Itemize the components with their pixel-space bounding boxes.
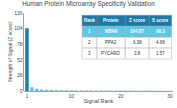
svg-text:10: 10 [69,93,75,99]
svg-text:Human Protein Microarray Speci: Human Protein Microarray Specificity Val… [22,0,155,8]
svg-text:4.68: 4.68 [156,40,165,45]
svg-text:3.8: 3.8 [134,51,141,56]
svg-text:20: 20 [118,93,124,99]
svg-text:6.38: 6.38 [133,40,142,45]
svg-text:104: 104 [14,25,23,31]
svg-text:98.3: 98.3 [156,29,165,34]
svg-text:0: 0 [20,88,23,94]
svg-text:3: 3 [88,51,91,56]
svg-text:S score: S score [152,18,169,23]
svg-text:Z score: Z score [129,18,146,23]
svg-text:PPA2: PPA2 [105,40,117,45]
svg-text:130: 130 [14,10,23,16]
svg-text:1: 1 [26,93,29,99]
svg-text:2: 2 [88,40,91,45]
svg-text:MSH6: MSH6 [105,29,118,34]
svg-text:26: 26 [17,72,23,78]
svg-text:Rank: Rank [84,18,96,23]
svg-text:104.67: 104.67 [130,29,144,34]
svg-text:Protein: Protein [103,18,119,23]
svg-text:1: 1 [88,29,91,34]
svg-text:Strength of Signal (Z score): Strength of Signal (Z score) [7,21,13,82]
svg-text:78: 78 [17,41,23,47]
svg-text:52: 52 [17,57,23,63]
svg-text:Signal Rank: Signal Rank [84,98,114,104]
svg-text:30: 30 [167,93,173,99]
svg-text:PYCARD: PYCARD [101,51,121,56]
svg-text:1.57: 1.57 [156,51,165,56]
